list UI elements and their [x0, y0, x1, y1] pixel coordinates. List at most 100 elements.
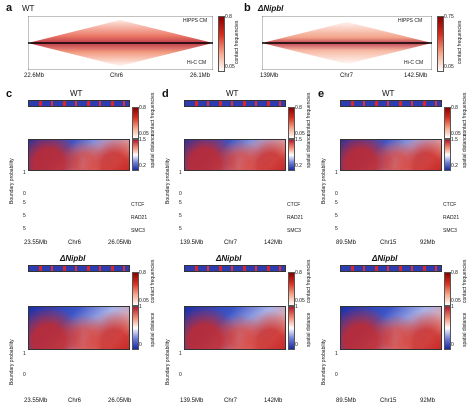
panel-d-cbar2-top: 1.5 [295, 137, 302, 143]
panel-d-track-label-0: CTCF [287, 202, 301, 208]
panel-d-cbar1-bottom: 0.05 [295, 131, 305, 137]
panel-d-wt-title: WT [226, 89, 239, 98]
panel-c-cbar2 [132, 139, 139, 171]
panel-d-mut-title: ΔNipbl [216, 254, 242, 263]
panel-e-track-tick-0: 5 [335, 200, 338, 206]
panel-c-label: c [6, 88, 13, 100]
panel-e-cbar2-top: 1.5 [451, 137, 458, 143]
panel-b-cbar-top: 0.75 [444, 14, 454, 20]
panel-e-x-mid-2: Chr15 [380, 398, 397, 404]
panel-a-label: a [6, 2, 13, 14]
panel-d-cbar4-label: spatial distance [306, 312, 312, 347]
panel-e-x-mid: Chr15 [380, 240, 397, 246]
panel-c-track-tick-2: 5 [23, 226, 26, 232]
panel-c-track-label-0: CTCF [131, 202, 145, 208]
panel-b-colorbar [437, 16, 444, 72]
panel-e-wt-distance-map [340, 139, 442, 171]
panel-c-wt-distance-map [28, 139, 130, 171]
panel-e-cbar2-label: spatial distance [462, 133, 468, 168]
panel-b-cbar-bottom: 0.05 [444, 64, 454, 70]
panel-e-mut-bp-ylabel: Boundary probability [321, 339, 327, 385]
panel-c-x-left: 23.55Mb [24, 240, 48, 246]
panel-b-bottom-label: Hi-C CM [404, 60, 424, 66]
panel-d-cbar1 [288, 107, 295, 139]
panel-d-wt-bp-tick-1: 1 [179, 170, 182, 176]
panel-d-wt-annotation-bar [184, 100, 286, 107]
panel-d-track-tick-0: 5 [179, 200, 182, 206]
panel-e-mut-distance-map [340, 306, 442, 350]
panel-c-cbar4 [132, 306, 139, 350]
panel-c-cbar2-label: spatial distance [150, 133, 156, 168]
panel-d-cbar2-label: spatial distance [306, 133, 312, 168]
panel-d-cbar3 [288, 272, 295, 306]
panel-e-mut-bp-tick-0: 0 [335, 372, 338, 378]
panel-b-title: ΔNipbl [258, 4, 284, 13]
panel-e-cbar4-bottom: 0 [451, 342, 454, 348]
panel-d-track-label-1: RAD21 [287, 215, 304, 221]
panel-c-mut-bp-tick-1: 1 [23, 351, 26, 357]
panel-c-cbar1-label: contact frequencies [150, 92, 156, 136]
panel-c-cbar3-bottom: 0.05 [139, 298, 149, 304]
panel-d-track-tick-1: 5 [179, 213, 182, 219]
panel-d-wt-distance-map [184, 139, 286, 171]
panel-d-x-right: 142Mb [264, 240, 283, 246]
panel-c-track-label-2: SMC3 [131, 228, 145, 234]
panel-c-cbar1 [132, 107, 139, 139]
panel-b-x-mid: Chr7 [340, 73, 354, 79]
panel-d-cbar4-top: 1 [295, 304, 298, 310]
panel-c-cbar4-top: 1 [139, 304, 142, 310]
panel-b-x-right: 142.5Mb [404, 73, 428, 79]
panel-c-mut-bp-ylabel: Boundary probability [9, 339, 15, 385]
panel-d-mut-bp-tick-1: 1 [179, 351, 182, 357]
panel-a-cbar-top: 0.8 [225, 14, 232, 20]
panel-d-x-left-2: 139.5Mb [180, 398, 204, 404]
panel-d-cbar4-bottom: 0 [295, 342, 298, 348]
panel-e-cbar4 [444, 306, 451, 350]
panel-a-title: WT [22, 4, 35, 13]
panel-d-mut-bp-ylabel: Boundary probability [165, 339, 171, 385]
panel-e-cbar1 [444, 107, 451, 139]
panel-c-x-right: 26.05Mb [108, 240, 132, 246]
panel-c-cbar3 [132, 272, 139, 306]
panel-d-track-tick-2: 5 [179, 226, 182, 232]
panel-e-track-tick-2: 5 [335, 226, 338, 232]
panel-d-wt-bp-ylabel: Boundary probability [165, 158, 171, 204]
panel-d-mut-distance-map [184, 306, 286, 350]
panel-e-cbar2 [444, 139, 451, 171]
panel-e-track-label-0: CTCF [443, 202, 457, 208]
panel-e-mut-title: ΔNipbl [372, 254, 398, 263]
panel-e-track-label-1: RAD21 [443, 215, 460, 221]
panel-c-mut-annotation-bar [28, 265, 130, 272]
panel-d-wt-bp-tick-0: 0 [179, 191, 182, 197]
panel-c-cbar1-top: 0.8 [139, 105, 146, 111]
panel-d-label: d [162, 88, 169, 100]
panel-a-cbar-label: contact frequencies [234, 20, 240, 64]
panel-b-heatmap [262, 16, 432, 70]
panel-e-track-tick-1: 5 [335, 213, 338, 219]
panel-e-cbar1-label: contact frequencies [462, 92, 468, 136]
panel-b-cbar-label: contact frequencies [457, 20, 463, 64]
panel-d-x-right-2: 142Mb [264, 398, 283, 404]
panel-a-top-label: HIPPS CM [183, 18, 208, 24]
panel-d-cbar3-bottom: 0.05 [295, 298, 305, 304]
panel-d-mut-bp-tick-0: 0 [179, 372, 182, 378]
panel-e-mut-annotation-bar [340, 265, 442, 272]
panel-e-x-right: 92Mb [420, 240, 436, 246]
panel-a-x-left: 22.6Mb [24, 73, 45, 79]
panel-e-cbar4-label: spatial distance [462, 312, 468, 347]
panel-e-wt-bp-ylabel: Boundary probability [321, 158, 327, 204]
panel-c-mut-title: ΔNipbl [60, 254, 86, 263]
panel-e-wt-bp-tick-1: 1 [335, 170, 338, 176]
panel-d-x-mid: Chr7 [224, 240, 238, 246]
panel-d-cbar1-top: 0.8 [295, 105, 302, 111]
panel-c-cbar4-bottom: 0 [139, 342, 142, 348]
panel-a-bottom-label: Hi-C CM [187, 60, 207, 66]
panel-d-track-label-2: SMC3 [287, 228, 301, 234]
panel-e-mut-bp-tick-1: 1 [335, 351, 338, 357]
panel-e-wt-title: WT [382, 89, 395, 98]
panel-d-cbar1-label: contact frequencies [306, 92, 312, 136]
panel-e-wt-annotation-bar [340, 100, 442, 107]
panel-e-cbar3-top: 0.8 [451, 270, 458, 276]
panel-c-track-tick-1: 5 [23, 213, 26, 219]
panel-d-cbar2-bottom: 0.2 [295, 163, 302, 169]
